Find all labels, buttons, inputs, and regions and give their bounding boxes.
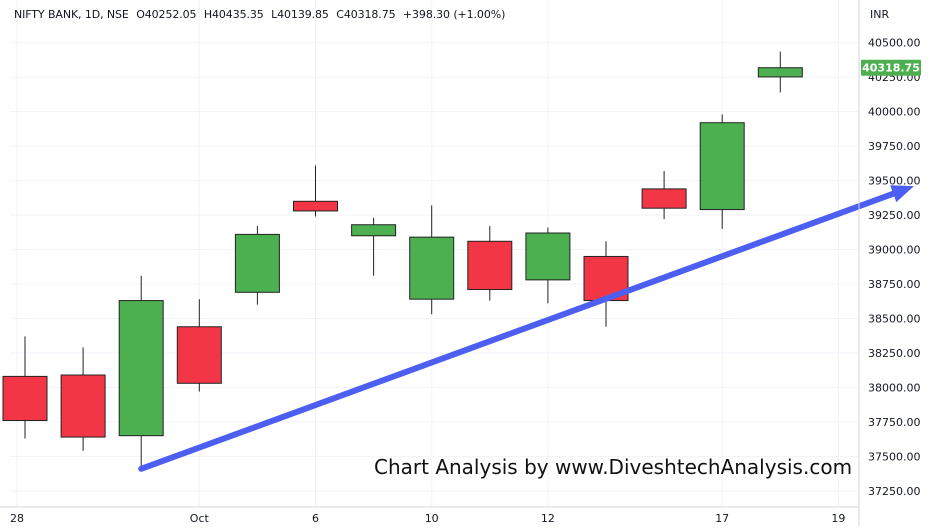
- y-tick-label: 38750.00: [868, 278, 921, 291]
- candle-body[interactable]: [757, 67, 803, 78]
- candle[interactable]: [757, 51, 803, 93]
- candle[interactable]: [60, 347, 106, 451]
- candle[interactable]: [641, 170, 687, 220]
- candle-body[interactable]: [699, 122, 745, 211]
- x-tick-label: 10: [425, 512, 439, 525]
- time-axis[interactable]: 28 Oct 6 10 12 17 19: [0, 506, 859, 525]
- candle-body[interactable]: [525, 232, 571, 281]
- candle[interactable]: [293, 165, 338, 217]
- change-value: +398.30 (+1.00%): [402, 8, 506, 21]
- candle-body[interactable]: [60, 374, 106, 438]
- trend-arrow[interactable]: [138, 185, 914, 472]
- candle[interactable]: [118, 275, 164, 467]
- y-tick-label: 39250.00: [868, 209, 921, 222]
- candle[interactable]: [2, 336, 48, 439]
- low-value: L40139.85: [271, 8, 329, 21]
- y-tick-label: 38000.00: [868, 381, 921, 394]
- x-tick-label: Oct: [190, 512, 210, 525]
- watermark-text: Chart Analysis by www.DiveshtechAnalysis…: [374, 455, 853, 479]
- candle[interactable]: [351, 217, 397, 276]
- candle[interactable]: [525, 227, 571, 304]
- last-price-label: 40318.75: [862, 62, 920, 75]
- currency-label: INR: [870, 8, 890, 21]
- candle-body[interactable]: [176, 326, 222, 384]
- candle-body[interactable]: [293, 200, 338, 212]
- candle-body[interactable]: [234, 233, 280, 293]
- candle[interactable]: [176, 299, 222, 392]
- candle-body[interactable]: [351, 224, 397, 237]
- candle[interactable]: [583, 241, 629, 327]
- y-tick-label: 37250.00: [868, 485, 921, 498]
- candle[interactable]: [699, 114, 745, 229]
- y-tick-label: 39000.00: [868, 244, 921, 257]
- x-tick-label: 19: [831, 512, 845, 525]
- candle-body[interactable]: [118, 300, 164, 437]
- y-tick-label: 40500.00: [868, 37, 921, 50]
- trend-arrow-shaft[interactable]: [138, 190, 897, 472]
- y-tick-label: 39500.00: [868, 175, 921, 188]
- candles[interactable]: [2, 51, 803, 467]
- trend-arrow-head[interactable]: [890, 185, 914, 203]
- candle-body[interactable]: [2, 375, 48, 422]
- x-tick-label: 12: [541, 512, 555, 525]
- y-tick-label: 38500.00: [868, 312, 921, 325]
- y-tick-label: 39750.00: [868, 140, 921, 153]
- y-tick-label: 37750.00: [868, 416, 921, 429]
- high-value: H40435.35: [203, 8, 264, 21]
- y-tick-label: 37500.00: [868, 450, 921, 463]
- candle-body[interactable]: [409, 236, 455, 300]
- x-tick-label: 6: [312, 512, 319, 525]
- symbol-name: NIFTY BANK, 1D, NSE: [14, 8, 129, 21]
- candle[interactable]: [234, 226, 280, 305]
- symbol-legend: NIFTY BANK, 1D, NSE O40252.05 H40435.35 …: [14, 8, 509, 21]
- y-tick-label: 38250.00: [868, 347, 921, 360]
- last-price-badge: 40318.75: [861, 59, 921, 76]
- last-price-bg: [861, 59, 921, 76]
- candle-body[interactable]: [641, 188, 687, 209]
- y-tick-label: 40000.00: [868, 106, 921, 119]
- open-value: O40252.05: [136, 8, 197, 21]
- candle-body[interactable]: [467, 240, 513, 291]
- price-axis[interactable]: 40500.0040250.0040000.0039750.0039500.00…: [858, 0, 921, 526]
- close-value: C40318.75: [336, 8, 396, 21]
- candle[interactable]: [409, 205, 455, 315]
- candle[interactable]: [467, 226, 513, 301]
- x-tick-label: 17: [715, 512, 729, 525]
- x-tick-label: 28: [10, 512, 24, 525]
